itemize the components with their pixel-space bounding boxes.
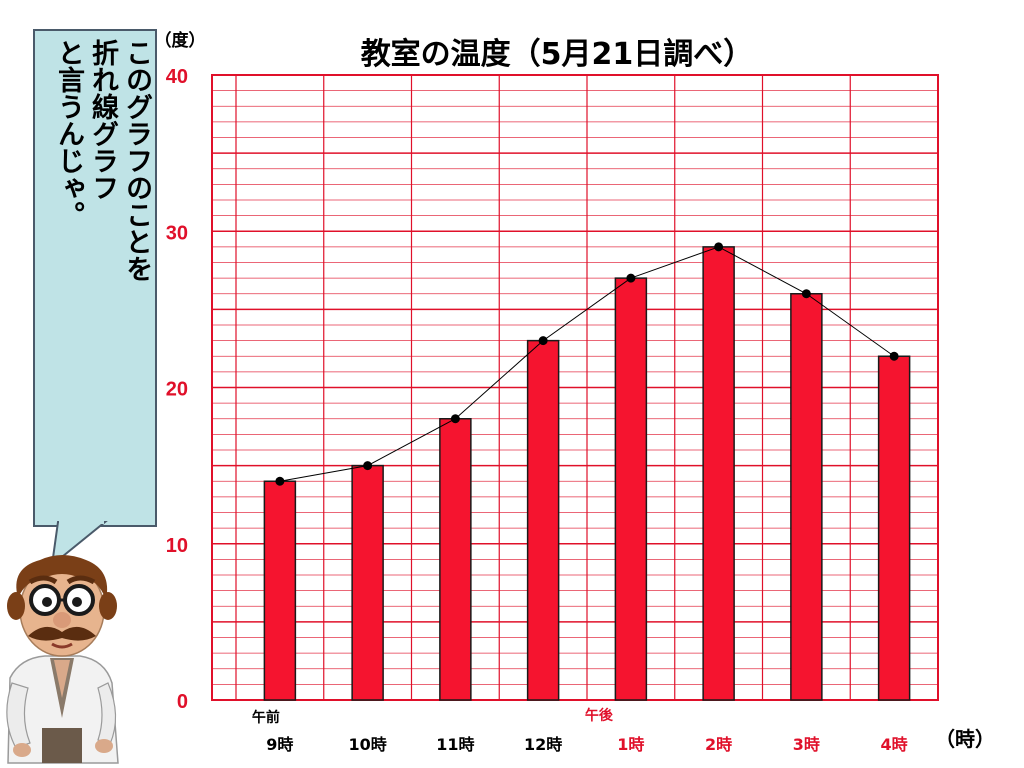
bar	[263, 480, 297, 701]
line-point	[450, 414, 460, 424]
x-tick-label: 12時	[524, 735, 562, 754]
line-point	[714, 242, 724, 252]
bar	[702, 246, 735, 701]
line-point	[801, 289, 811, 299]
bar	[614, 277, 648, 701]
y-tick-label: 10	[166, 535, 188, 557]
line-point	[626, 273, 636, 283]
chart-title: 教室の温度（5月21日調べ）	[361, 37, 754, 72]
x-tick-label: 3時	[793, 735, 820, 754]
speech-bubble-tail	[50, 520, 108, 568]
x-tick-label: 2時	[705, 735, 732, 754]
line-series	[275, 242, 899, 486]
speech-bubble-text: このグラフのことを 折れ線グラフ と言うんじゃ。	[53, 39, 152, 282]
line-point	[363, 461, 373, 471]
y-tick-label: 40	[166, 66, 188, 88]
x-axis-unit: （時）	[935, 727, 995, 751]
speech-bubble: このグラフのことを 折れ線グラフ と言うんじゃ。	[33, 29, 157, 527]
bar	[790, 293, 823, 701]
bars	[263, 246, 911, 701]
line-point	[889, 351, 899, 361]
bar	[439, 418, 472, 701]
y-axis-unit: （度）	[155, 30, 206, 51]
y-tick-label: 20	[166, 379, 188, 401]
x-ticks: 9時 10時 11時 12時 1時 2時 3時 4時 午前 午後	[252, 707, 908, 754]
x-tick-label: 9時	[266, 735, 293, 754]
y-tick-label: 0	[177, 691, 188, 713]
x-tick-label: 11時	[436, 735, 474, 754]
y-ticks: 0 10 20 30 40	[166, 66, 188, 713]
line-path	[279, 246, 895, 482]
x-tick-label: 10時	[348, 735, 386, 754]
line-point	[275, 476, 285, 486]
line-point	[538, 336, 548, 346]
x-group-label-am: 午前	[252, 709, 280, 726]
bar	[877, 355, 911, 701]
bar	[351, 464, 384, 701]
y-tick-label: 30	[166, 222, 188, 244]
bar	[526, 339, 560, 701]
grid	[211, 74, 939, 701]
x-tick-label: 1時	[617, 735, 644, 754]
x-tick-label: 4時	[881, 735, 908, 754]
x-group-label-pm: 午後	[585, 707, 614, 724]
scientist-icon	[6, 555, 119, 764]
